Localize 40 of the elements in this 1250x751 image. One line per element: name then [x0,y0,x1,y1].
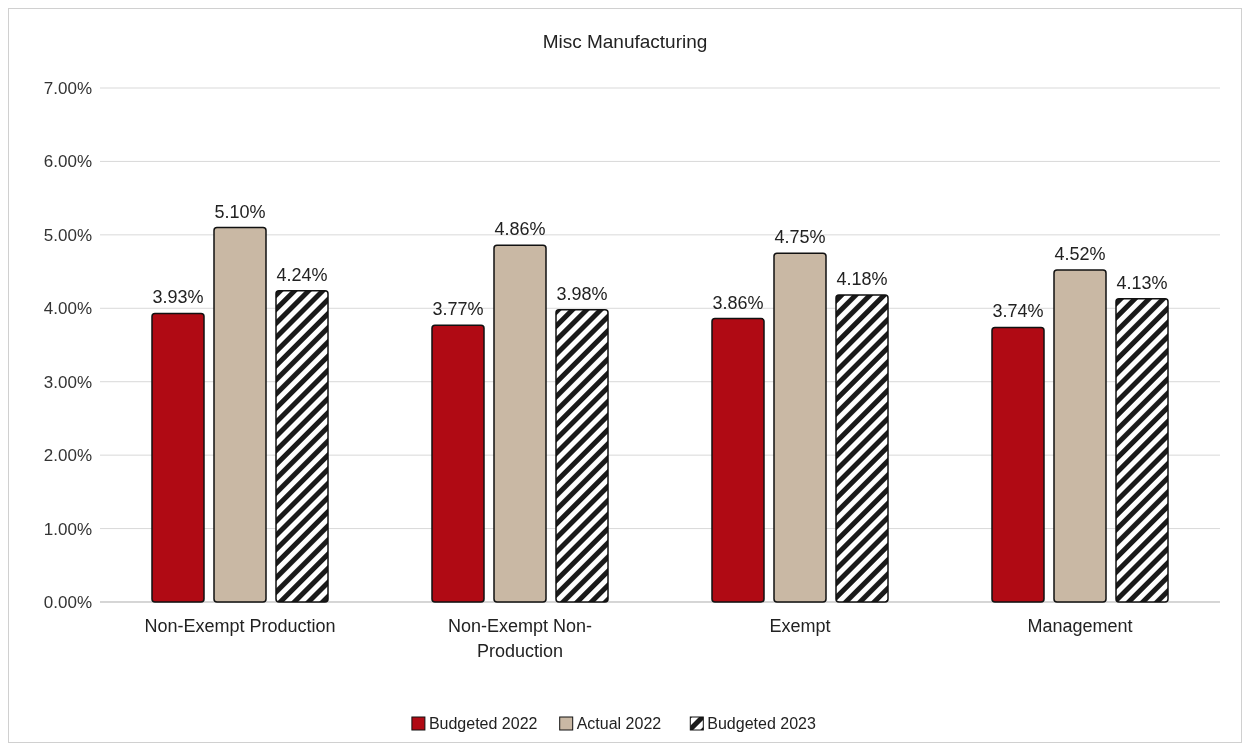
bar [711,317,765,603]
data-label: 4.18% [836,269,888,290]
data-label: 3.74% [992,301,1044,322]
data-label: 3.86% [712,292,764,313]
bar [275,289,329,603]
y-tick-label: 2.00% [43,446,92,466]
data-label: 4.52% [1054,244,1106,265]
y-tick-label: 5.00% [43,225,92,245]
data-label: 4.86% [494,219,546,240]
bar [555,309,609,603]
bar [493,244,547,603]
data-label: 5.10% [214,201,266,222]
data-label: 4.13% [1116,272,1168,293]
data-label: 4.24% [276,264,328,285]
legend-label: Budgeted 2022 [428,715,538,732]
data-label: 4.75% [774,227,826,248]
chart-title: Misc Manufacturing [542,31,708,52]
bar [1115,297,1169,603]
x-tick-label: Non-Exempt Production [144,616,336,636]
bar [431,324,485,603]
data-label: 3.77% [432,299,484,320]
bar [835,294,889,603]
y-tick-label: 4.00% [43,299,92,319]
bar [151,312,205,603]
x-tick-label: Management [1027,616,1133,636]
data-label: 3.98% [556,283,608,304]
bar [213,226,267,603]
y-tick-label: 7.00% [43,79,92,98]
bar [1053,269,1107,603]
legend-label: Actual 2022 [576,715,662,732]
y-tick-label: 3.00% [43,372,92,392]
y-tick-label: 0.00% [43,593,92,612]
x-tick-label: Exempt [769,616,831,636]
y-tick-label: 6.00% [43,152,92,172]
y-tick-label: 1.00% [43,519,92,539]
legend-label: Budgeted 2023 [707,715,816,732]
bar [991,326,1045,603]
data-label: 3.93% [152,287,204,308]
x-tick-label: Non-Exempt Non-Production [447,616,593,661]
bar [773,252,827,603]
